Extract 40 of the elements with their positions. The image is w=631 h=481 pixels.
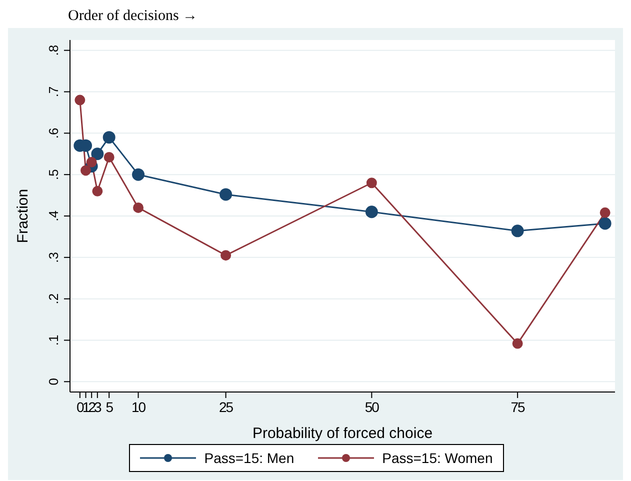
- point: [365, 206, 378, 218]
- chart-title: Order of decisions →: [67, 8, 199, 26]
- x-tick-label: 1: [82, 399, 90, 415]
- point: [133, 202, 144, 213]
- x-tick-label: 50: [364, 399, 380, 415]
- y-tick-label: .1: [46, 334, 61, 346]
- x-tick-label: 5: [106, 399, 114, 415]
- x-tick-label: 75: [510, 399, 526, 415]
- point: [600, 207, 610, 218]
- y-tick-label: .8: [46, 44, 61, 56]
- point: [92, 186, 103, 196]
- point: [132, 168, 145, 181]
- x-tick-label: 25: [219, 399, 234, 415]
- y-tick-label: .6: [46, 128, 61, 139]
- point: [220, 250, 232, 261]
- y-tick-label: .7: [46, 86, 61, 98]
- y-tick-label: .2: [46, 293, 61, 304]
- point: [598, 217, 612, 230]
- point: [104, 152, 114, 162]
- y-axis-title: Fraction: [14, 188, 32, 244]
- point: [74, 94, 86, 106]
- point: [220, 188, 232, 201]
- point: [512, 338, 523, 349]
- point: [102, 131, 116, 144]
- point: [91, 148, 104, 160]
- y-tick-label: .5: [46, 169, 61, 180]
- y-tick-label: .3: [46, 252, 61, 263]
- point: [511, 224, 524, 238]
- point: [366, 178, 377, 188]
- x-axis-title: Probability of forced choice: [252, 425, 433, 442]
- point: [80, 165, 92, 176]
- x-tick-label: 0: [76, 399, 85, 415]
- x-tick-label: 2: [88, 399, 96, 415]
- legend-label: Pass=15: Men: [204, 450, 294, 466]
- legend-label: Pass=15: Women: [382, 450, 493, 466]
- x-tick-label: 10: [131, 399, 146, 415]
- y-tick-label: .4: [46, 210, 61, 222]
- x-tick-label: 3: [94, 399, 102, 415]
- point: [86, 156, 97, 168]
- y-tick-label: 0: [46, 378, 61, 386]
